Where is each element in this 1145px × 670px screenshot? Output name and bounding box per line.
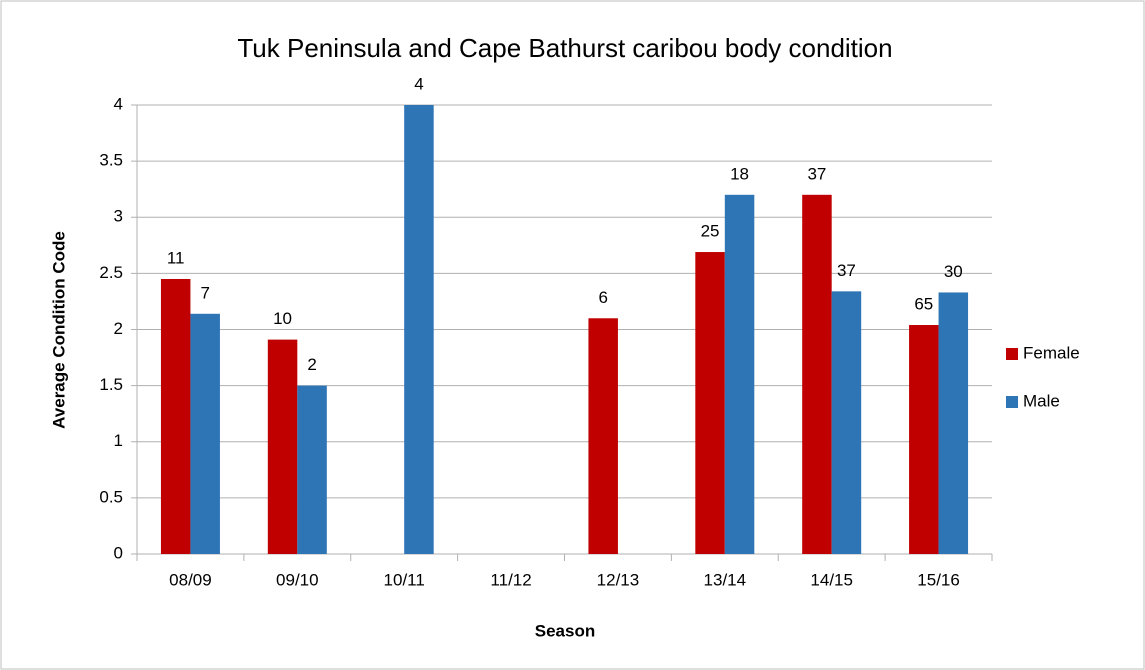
- data-label: 6: [598, 288, 607, 307]
- legend-swatch: [1006, 348, 1018, 360]
- x-tick-label: 13/14: [704, 570, 747, 589]
- x-tick-label: 15/16: [917, 570, 960, 589]
- legend-label: Female: [1023, 343, 1080, 362]
- x-tick-label: 11/12: [490, 570, 531, 589]
- data-label: 37: [837, 261, 856, 280]
- data-label: 7: [200, 283, 209, 302]
- x-tick-label: 10/11: [384, 570, 425, 589]
- bar: [724, 194, 755, 555]
- bar: [938, 292, 969, 554]
- y-tick-label: 2: [114, 319, 123, 338]
- y-tick-label: 1: [114, 431, 123, 450]
- chart-title: Tuk Peninsula and Cape Bathurst caribou …: [237, 33, 892, 63]
- bar: [190, 313, 220, 554]
- data-label: 11: [167, 248, 185, 267]
- bar: [588, 318, 618, 554]
- bar: [802, 194, 832, 555]
- bar: [404, 105, 434, 554]
- y-tick-label: 3.5: [99, 151, 123, 170]
- data-label: 30: [944, 262, 963, 281]
- legend-label: Male: [1023, 391, 1060, 410]
- x-tick-label: 12/13: [597, 570, 640, 589]
- data-label: 4: [414, 74, 423, 93]
- bar: [695, 252, 725, 555]
- y-axis-title: Average Condition Code: [49, 231, 68, 429]
- bar: [267, 339, 298, 554]
- y-tick-label: 1.5: [99, 375, 123, 394]
- data-label: 18: [730, 164, 749, 183]
- bar: [831, 291, 862, 554]
- data-label: 25: [701, 222, 720, 241]
- x-tick-label: 09/10: [276, 570, 319, 589]
- y-tick-label: 0.5: [99, 487, 123, 506]
- data-label: 37: [807, 164, 826, 183]
- legend-swatch: [1006, 396, 1018, 408]
- x-tick-label: 14/15: [810, 570, 853, 589]
- bar: [909, 325, 939, 554]
- y-tick-label: 0: [114, 543, 123, 562]
- bar: [297, 385, 327, 554]
- x-tick-label: 08/09: [169, 570, 212, 589]
- data-label: 10: [273, 309, 292, 328]
- y-tick-label: 2.5: [99, 263, 123, 282]
- bar: [160, 278, 191, 554]
- x-axis-title: Season: [535, 621, 595, 640]
- data-label: 65: [914, 294, 933, 313]
- data-label: 2: [307, 355, 316, 374]
- y-tick-label: 4: [114, 94, 123, 113]
- y-tick-label: 3: [114, 207, 123, 226]
